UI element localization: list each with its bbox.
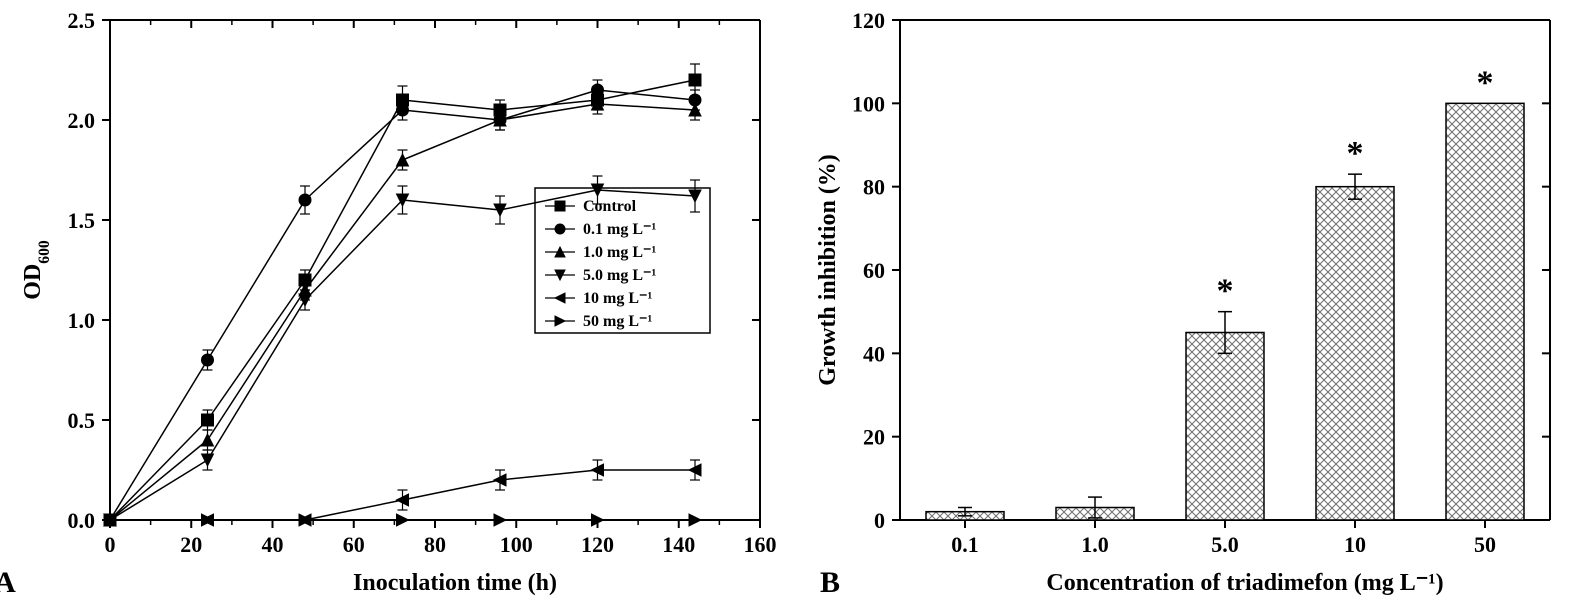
svg-text:1.0 mg L⁻¹: 1.0 mg L⁻¹ bbox=[583, 244, 656, 261]
svg-text:140: 140 bbox=[662, 532, 695, 557]
svg-text:*: * bbox=[1217, 273, 1234, 310]
svg-text:5.0: 5.0 bbox=[1211, 532, 1239, 557]
figure-container: 0204060801001201401600.00.51.01.52.02.5C… bbox=[0, 0, 1575, 603]
bar-10 bbox=[1316, 187, 1394, 520]
svg-text:B: B bbox=[820, 566, 840, 599]
panel-a: 0 20 40 60 80 100 120 140 160 0.0 0.5 1.0 1.5 2.0 2.5 C… bbox=[0, 0, 800, 603]
svg-text:40: 40 bbox=[863, 341, 885, 366]
bar-50 bbox=[1446, 103, 1524, 520]
svg-text:120: 120 bbox=[581, 532, 614, 557]
svg-text:80: 80 bbox=[863, 175, 885, 200]
svg-text:80: 80 bbox=[424, 532, 446, 557]
svg-text:0.5: 0.5 bbox=[68, 408, 96, 433]
bar-chart-b: 0 20 40 60 80 100 120 0.1 1.0 * 5.0 * 10 * 50 Concentra… bbox=[800, 0, 1575, 603]
svg-text:2.5: 2.5 bbox=[68, 8, 96, 33]
svg-text:20: 20 bbox=[180, 532, 202, 557]
svg-text:10 mg L⁻¹: 10 mg L⁻¹ bbox=[583, 290, 652, 307]
svg-text:Growth inhibition (%): Growth inhibition (%) bbox=[815, 154, 841, 386]
bar-5.0 bbox=[1186, 333, 1264, 521]
svg-text:0.0: 0.0 bbox=[68, 508, 96, 533]
svg-text:10: 10 bbox=[1344, 532, 1366, 557]
svg-text:60: 60 bbox=[863, 258, 885, 283]
svg-text:0.1: 0.1 bbox=[951, 532, 979, 557]
line-chart-a: 0 20 40 60 80 100 120 140 160 0.0 0.5 1.0 1.5 2.0 2.5 C… bbox=[0, 0, 800, 603]
svg-text:0: 0 bbox=[105, 532, 116, 557]
svg-text:Inoculation time (h): Inoculation time (h) bbox=[353, 570, 557, 596]
svg-text:0.1 mg L⁻¹: 0.1 mg L⁻¹ bbox=[583, 221, 656, 238]
svg-text:120: 120 bbox=[852, 8, 885, 33]
svg-text:2.0: 2.0 bbox=[68, 108, 96, 133]
svg-text:OD600: OD600 bbox=[20, 240, 53, 300]
svg-text:20: 20 bbox=[863, 425, 885, 450]
svg-text:1.0: 1.0 bbox=[1081, 532, 1109, 557]
svg-text:5.0 mg L⁻¹: 5.0 mg L⁻¹ bbox=[583, 267, 656, 284]
svg-text:*: * bbox=[1477, 64, 1494, 101]
svg-text:160: 160 bbox=[744, 532, 777, 557]
svg-text:40: 40 bbox=[262, 532, 284, 557]
svg-text:50: 50 bbox=[1474, 532, 1496, 557]
svg-text:1.5: 1.5 bbox=[68, 208, 96, 233]
svg-text:Control: Control bbox=[583, 198, 637, 215]
svg-text:60: 60 bbox=[343, 532, 365, 557]
svg-text:A: A bbox=[0, 566, 16, 599]
panel-b: 0 20 40 60 80 100 120 0.1 1.0 * 5.0 * 10 * 50 Concentra… bbox=[800, 0, 1575, 603]
svg-text:*: * bbox=[1347, 135, 1364, 172]
svg-text:50 mg L⁻¹: 50 mg L⁻¹ bbox=[583, 313, 652, 330]
svg-text:1.0: 1.0 bbox=[68, 308, 96, 333]
svg-text:100: 100 bbox=[500, 532, 533, 557]
svg-text:0: 0 bbox=[874, 508, 885, 533]
svg-text:Concentration of triadimefon (: Concentration of triadimefon (mg L⁻¹) bbox=[1046, 570, 1443, 596]
svg-text:100: 100 bbox=[852, 91, 885, 116]
